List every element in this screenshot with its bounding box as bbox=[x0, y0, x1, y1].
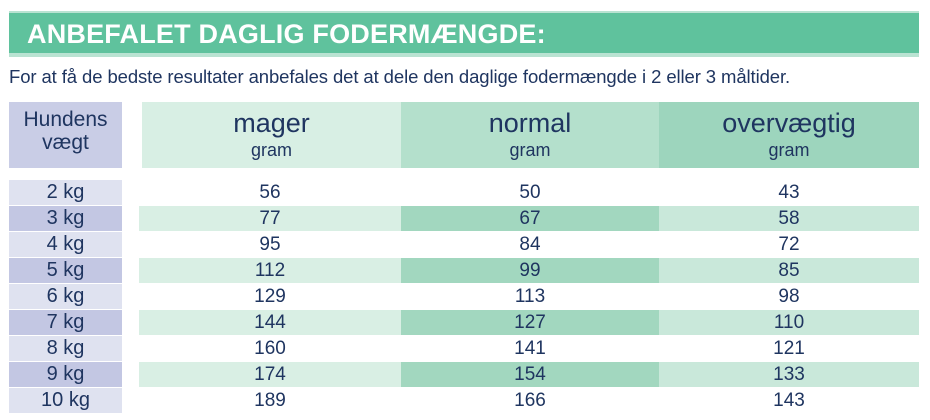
value-cell: 50 bbox=[519, 182, 541, 203]
value-cell: 84 bbox=[519, 234, 541, 255]
value-cell: 95 bbox=[259, 234, 281, 255]
column-unit: gram bbox=[250, 140, 292, 160]
table-row: 95 84 72 bbox=[139, 232, 919, 257]
weight-cell: 2 kg bbox=[9, 180, 122, 205]
table-row: 112 99 85 bbox=[139, 258, 919, 283]
value-cell: 113 bbox=[514, 286, 546, 307]
value-cell: 166 bbox=[514, 390, 546, 411]
table-row: 160 141 121 bbox=[139, 336, 919, 361]
value-cell: 98 bbox=[778, 286, 800, 307]
value-cell: 160 bbox=[254, 338, 286, 359]
weight-cell: 5 kg bbox=[9, 258, 122, 283]
value-cell: 174 bbox=[139, 362, 401, 387]
value-cell: 110 bbox=[659, 310, 919, 335]
title-banner: ANBEFALET DAGLIG FODERMÆNGDE: bbox=[9, 11, 919, 57]
value-cell: 77 bbox=[139, 206, 401, 231]
value-cell: 129 bbox=[254, 286, 286, 307]
value-cell: 43 bbox=[778, 182, 800, 203]
column-header-normal: normal gram bbox=[401, 102, 659, 168]
table-row: 77 67 58 bbox=[139, 206, 919, 231]
weight-cell: 3 kg bbox=[9, 206, 122, 231]
value-cell: 99 bbox=[401, 258, 659, 283]
table-row: 174 154 133 bbox=[139, 362, 919, 387]
table-row: 129 113 98 bbox=[139, 284, 919, 309]
table-row: 144 127 110 bbox=[139, 310, 919, 335]
value-cell: 72 bbox=[778, 234, 800, 255]
weight-cell: 10 kg bbox=[9, 388, 122, 413]
weight-cell: 6 kg bbox=[9, 284, 122, 309]
column-label: mager bbox=[233, 108, 310, 138]
column-header-mager: mager gram bbox=[142, 102, 401, 168]
value-cell: 127 bbox=[401, 310, 659, 335]
column-label: normal bbox=[488, 108, 572, 138]
value-cell: 56 bbox=[259, 182, 281, 203]
weight-column-header: Hundens vægt bbox=[9, 102, 122, 168]
column-header-overvaegtig: overvægtig gram bbox=[659, 102, 919, 168]
value-cell: 67 bbox=[401, 206, 659, 231]
weight-cell: 4 kg bbox=[9, 232, 122, 257]
value-cell: 189 bbox=[254, 390, 286, 411]
page-title: ANBEFALET DAGLIG FODERMÆNGDE: bbox=[27, 19, 546, 49]
value-cell: 112 bbox=[139, 258, 401, 283]
table-row: 189 166 143 bbox=[139, 388, 919, 413]
intro-text: For at få de bedste resultater anbefales… bbox=[9, 66, 791, 87]
value-cell: 144 bbox=[139, 310, 401, 335]
weight-cell: 9 kg bbox=[9, 362, 122, 387]
value-cell: 58 bbox=[659, 206, 919, 231]
column-unit: gram bbox=[509, 140, 551, 160]
value-cell: 154 bbox=[401, 362, 659, 387]
value-cell: 133 bbox=[659, 362, 919, 387]
weight-cell: 8 kg bbox=[9, 336, 122, 361]
value-cell: 85 bbox=[659, 258, 919, 283]
column-label: overvægtig bbox=[722, 108, 856, 138]
value-cell: 143 bbox=[773, 390, 805, 411]
column-unit: gram bbox=[768, 140, 810, 160]
value-cell: 121 bbox=[773, 338, 805, 359]
table-row: 56 50 43 bbox=[139, 180, 919, 205]
weight-header-line-1: Hundens bbox=[23, 108, 108, 131]
weight-cell: 7 kg bbox=[9, 310, 122, 335]
weight-header-line-2: vægt bbox=[42, 131, 89, 154]
value-cell: 141 bbox=[514, 338, 546, 359]
